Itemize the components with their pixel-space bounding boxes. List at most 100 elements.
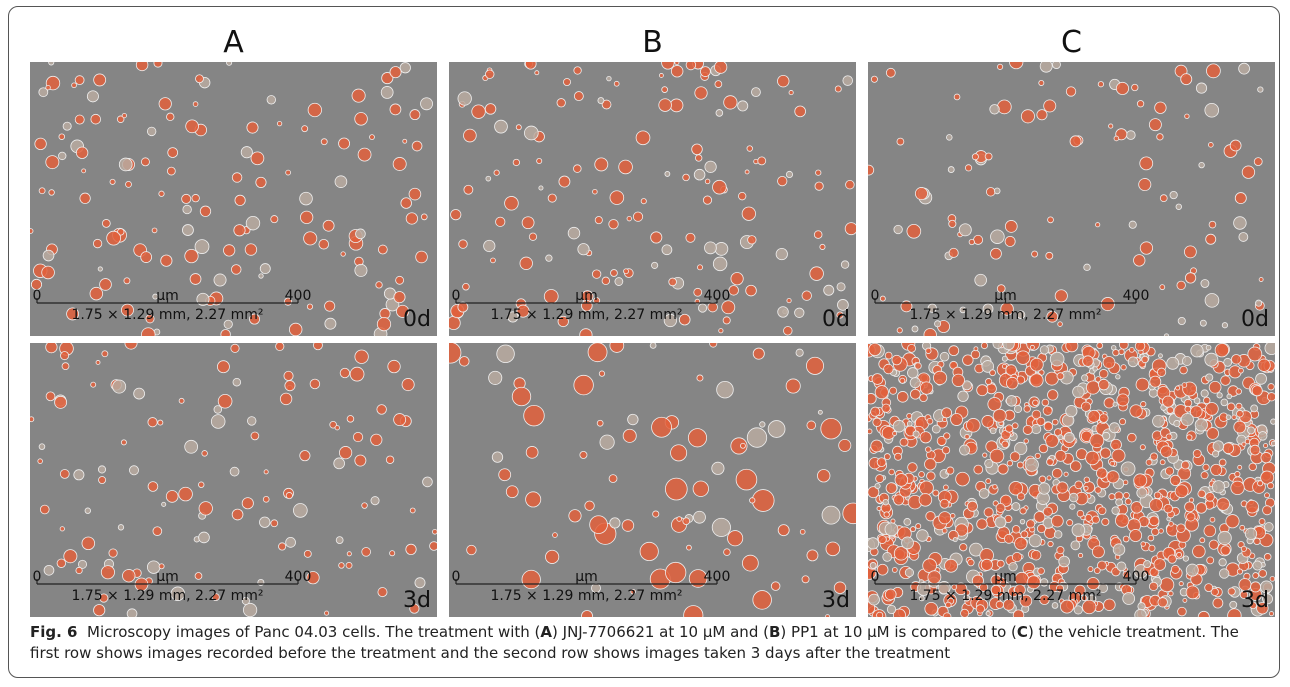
cell [881, 403, 891, 413]
cell [1236, 568, 1244, 575]
cell [997, 463, 1009, 475]
cell [279, 392, 293, 406]
cell [1236, 409, 1244, 418]
cell [182, 204, 192, 215]
cell [889, 386, 898, 395]
cell [1211, 480, 1226, 494]
cell [609, 517, 621, 529]
cell [884, 351, 893, 360]
cell [1204, 293, 1220, 308]
cell [872, 417, 882, 427]
cell [38, 443, 46, 450]
cell [978, 488, 990, 499]
cell [34, 137, 47, 151]
cell [885, 482, 898, 494]
cell [166, 112, 175, 122]
cell [635, 130, 651, 146]
cell [1205, 373, 1214, 382]
cell [1241, 165, 1256, 179]
cell [609, 343, 625, 353]
cell [980, 558, 993, 571]
cell [1116, 393, 1130, 407]
cell [903, 518, 912, 526]
cell [581, 610, 593, 617]
cell [241, 497, 254, 510]
cell [377, 244, 388, 255]
scale-end: 400 [285, 569, 312, 585]
cell [759, 421, 766, 428]
cell [129, 465, 139, 476]
cell [1051, 418, 1059, 426]
cell [1152, 414, 1165, 428]
cell [664, 171, 671, 177]
cell [405, 543, 417, 556]
cell [1153, 558, 1167, 571]
cell [958, 223, 972, 237]
cell [989, 369, 996, 377]
cell [691, 143, 703, 156]
cell [400, 197, 412, 209]
cell [985, 478, 992, 485]
cell [936, 436, 947, 446]
cell [545, 549, 560, 564]
cell [133, 387, 145, 400]
cell [109, 178, 116, 185]
cell [283, 370, 294, 381]
cell [899, 377, 906, 384]
cell [1234, 471, 1241, 478]
cell [801, 575, 810, 584]
cell [714, 242, 729, 256]
cell [97, 266, 103, 272]
cell [1112, 543, 1126, 556]
cell [837, 299, 849, 311]
cell [626, 216, 632, 222]
cell [250, 431, 260, 441]
cell [813, 230, 823, 239]
cell [1220, 375, 1231, 386]
cell [300, 210, 314, 224]
cell [941, 527, 948, 534]
cell [484, 103, 497, 115]
cell [1185, 563, 1199, 577]
cell [1037, 567, 1045, 575]
cell [556, 98, 566, 108]
cell [906, 420, 913, 427]
cell [270, 519, 279, 528]
cell [1180, 73, 1193, 86]
cell [1060, 599, 1074, 614]
cell [77, 559, 88, 569]
cell [883, 511, 890, 518]
cell [1045, 434, 1059, 448]
cell [1192, 449, 1202, 458]
cell [923, 328, 937, 336]
cell [670, 444, 688, 462]
cell [840, 260, 850, 269]
cell [318, 239, 329, 250]
cell [1206, 556, 1215, 565]
cell [1177, 606, 1187, 617]
cell [167, 147, 179, 158]
cell [1166, 356, 1180, 370]
cell [817, 409, 823, 415]
cell [1182, 597, 1188, 603]
scale-unit: µm [994, 569, 1017, 585]
cell [834, 85, 842, 93]
cell [429, 541, 437, 551]
cell [1204, 352, 1219, 367]
cell [1197, 489, 1206, 499]
cell [1206, 427, 1219, 440]
cell [123, 277, 131, 285]
cell [712, 256, 728, 272]
cell [1258, 518, 1266, 525]
cell [1054, 449, 1067, 462]
cell [686, 544, 692, 551]
cell [385, 455, 395, 464]
cell [1205, 492, 1215, 502]
cell [338, 137, 350, 150]
cell [1057, 321, 1063, 327]
cell [727, 530, 744, 547]
cell [815, 169, 822, 176]
cell [1134, 608, 1147, 617]
cell [916, 582, 931, 596]
cell [1192, 544, 1206, 559]
